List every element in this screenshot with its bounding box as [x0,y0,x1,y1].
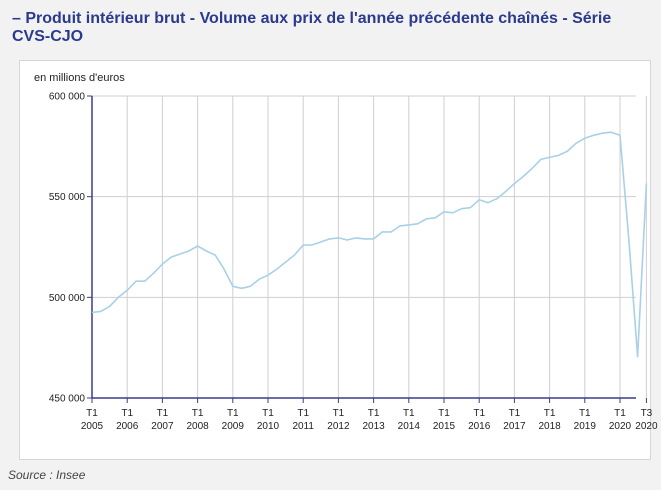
x-tick-quarter: T3 [641,408,653,419]
x-tick-quarter: T1 [368,408,380,419]
x-tick-year: 2017 [503,421,526,432]
x-tick-quarter: T1 [121,408,133,419]
x-tick-quarter: T1 [509,408,521,419]
x-tick-year: 2008 [186,421,209,432]
y-tick-label: 600 000 [49,92,86,103]
x-tick-quarter: T1 [157,408,169,419]
x-tick-quarter: T1 [438,408,450,419]
chart-title: – Produit intérieur brut - Volume aux pr… [12,10,612,45]
gdp-series-line [91,131,648,358]
y-axis-unit-label: en millions d'euros [34,72,125,84]
gridlines [91,95,647,398]
x-tick-year: 2020 [609,421,632,432]
x-tick-year: 2015 [433,421,456,432]
y-tick-label: 450 000 [49,394,86,405]
series-layer [91,131,648,358]
x-tick-quarter: T1 [262,408,274,419]
y-axis-ticks: 450 000 500 000 550 000 600 000 [49,92,92,405]
x-tick-quarter: T1 [333,408,345,419]
x-tick-quarter: T1 [227,408,239,419]
x-tick-year: 2007 [151,421,174,432]
x-tick-quarter: T1 [86,408,98,419]
x-tick-year: 2014 [398,421,421,432]
x-tick-year: 2013 [362,421,385,432]
y-tick-label: 500 000 [49,293,86,304]
x-tick-quarter: T1 [403,408,415,419]
chart-panel [19,60,651,460]
x-tick-quarter: T1 [579,408,591,419]
x-tick-year: 2018 [538,421,561,432]
x-tick-quarter: T1 [297,408,309,419]
axes [91,96,636,399]
x-tick-year: 2010 [257,421,280,432]
x-tick-year: 2019 [574,421,597,432]
x-tick-quarter: T1 [473,408,485,419]
x-tick-year: 2011 [292,421,314,432]
x-tick-year: 2020 [635,421,658,432]
x-tick-year: 2016 [468,421,491,432]
x-tick-year: 2012 [327,421,350,432]
x-tick-year: 2006 [116,421,139,432]
x-tick-quarter: T1 [544,408,556,419]
x-tick-quarter: T1 [192,408,204,419]
y-tick-label: 550 000 [49,192,86,203]
x-tick-year: 2005 [81,421,104,432]
x-tick-quarter: T1 [614,408,626,419]
source-note: Source : Insee [8,468,86,482]
x-tick-year: 2009 [222,421,245,432]
x-axis-ticks: T1 2005 T1 2006 T1 2007 T1 2008 T1 2009 T1 2010 T1 20… [81,398,658,432]
